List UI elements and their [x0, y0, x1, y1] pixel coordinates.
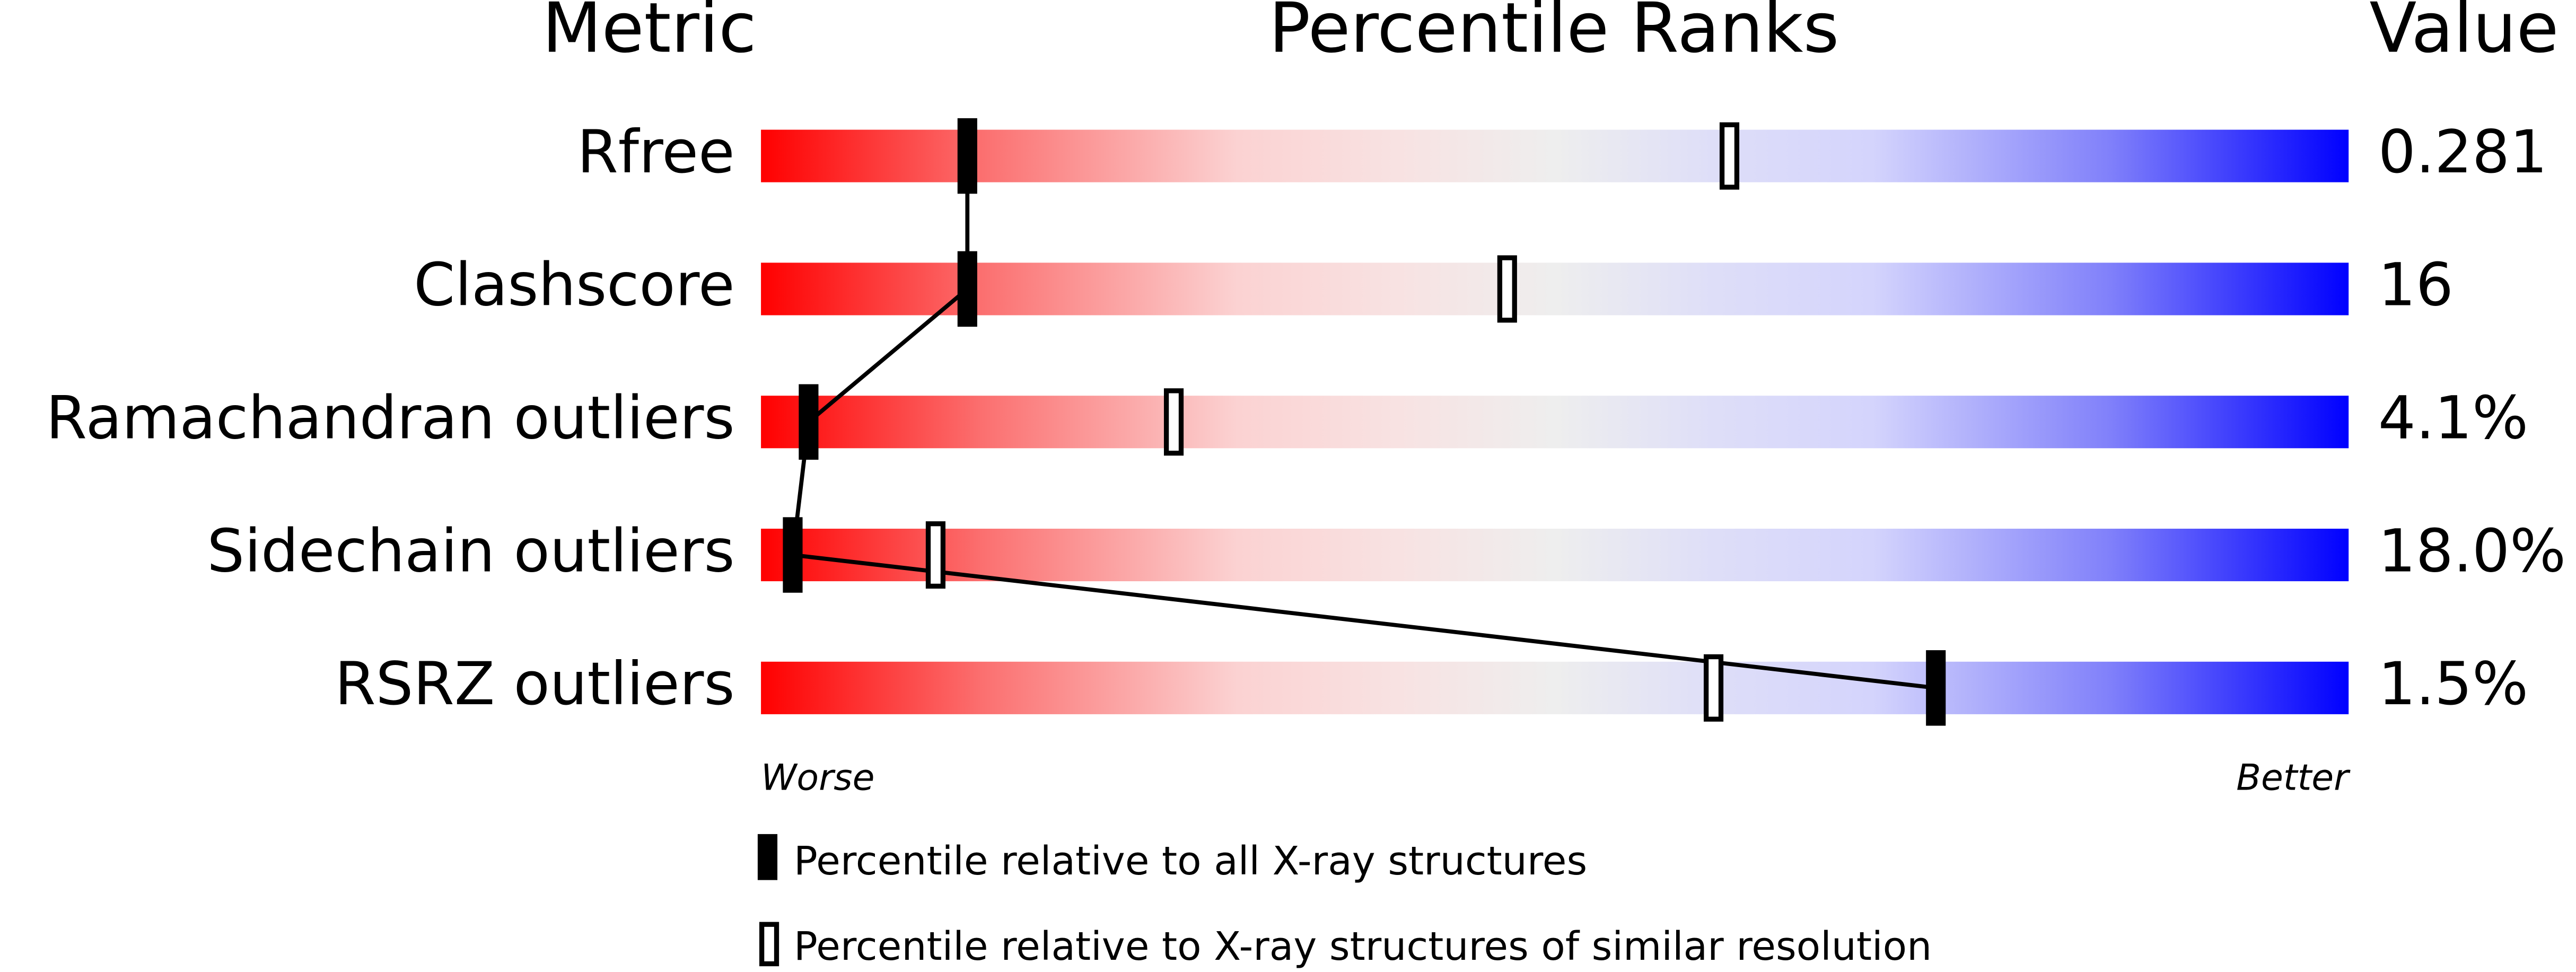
similar-marker	[1163, 388, 1184, 456]
rank-bar	[761, 262, 2349, 316]
rank-bar	[761, 129, 2349, 182]
similar-marker	[1497, 255, 1517, 323]
metric-label: Rfree	[577, 118, 734, 187]
metric-label: Ramachandran outliers	[46, 384, 735, 452]
column-header: Percentile Ranks	[1269, 0, 1839, 68]
metric-value: 18.0%	[2378, 517, 2566, 585]
metric-label: Clashscore	[414, 251, 734, 320]
column-header: Value	[2369, 0, 2559, 68]
legend-swatch	[757, 834, 778, 880]
all-marker	[957, 118, 977, 194]
all-marker	[783, 517, 803, 593]
metric-label: Sidechain outliers	[207, 517, 734, 585]
all-marker	[957, 251, 977, 327]
legend-swatch	[759, 922, 779, 967]
rank-bar	[761, 529, 2349, 582]
axis-end-label: Worse	[761, 757, 874, 799]
legend-entry: Percentile relative to X-ray structures …	[794, 923, 1932, 969]
column-header: Metric	[542, 0, 756, 68]
rank-bar	[761, 396, 2349, 449]
axis-end-label: Better	[2236, 757, 2351, 799]
metric-value: 1.5%	[2378, 650, 2528, 719]
metric-label: RSRZ outliers	[335, 650, 734, 719]
all-marker	[1926, 650, 1946, 726]
rank-bar	[761, 661, 2349, 714]
metric-value: 4.1%	[2378, 384, 2528, 452]
metric-value: 0.281	[2378, 118, 2547, 187]
metric-value: 16	[2378, 251, 2454, 320]
similar-marker	[925, 521, 946, 589]
legend-entry: Percentile relative to all X-ray structu…	[794, 838, 1587, 884]
similar-marker	[1719, 122, 1740, 190]
similar-marker	[1703, 654, 1724, 722]
all-marker	[799, 384, 819, 460]
